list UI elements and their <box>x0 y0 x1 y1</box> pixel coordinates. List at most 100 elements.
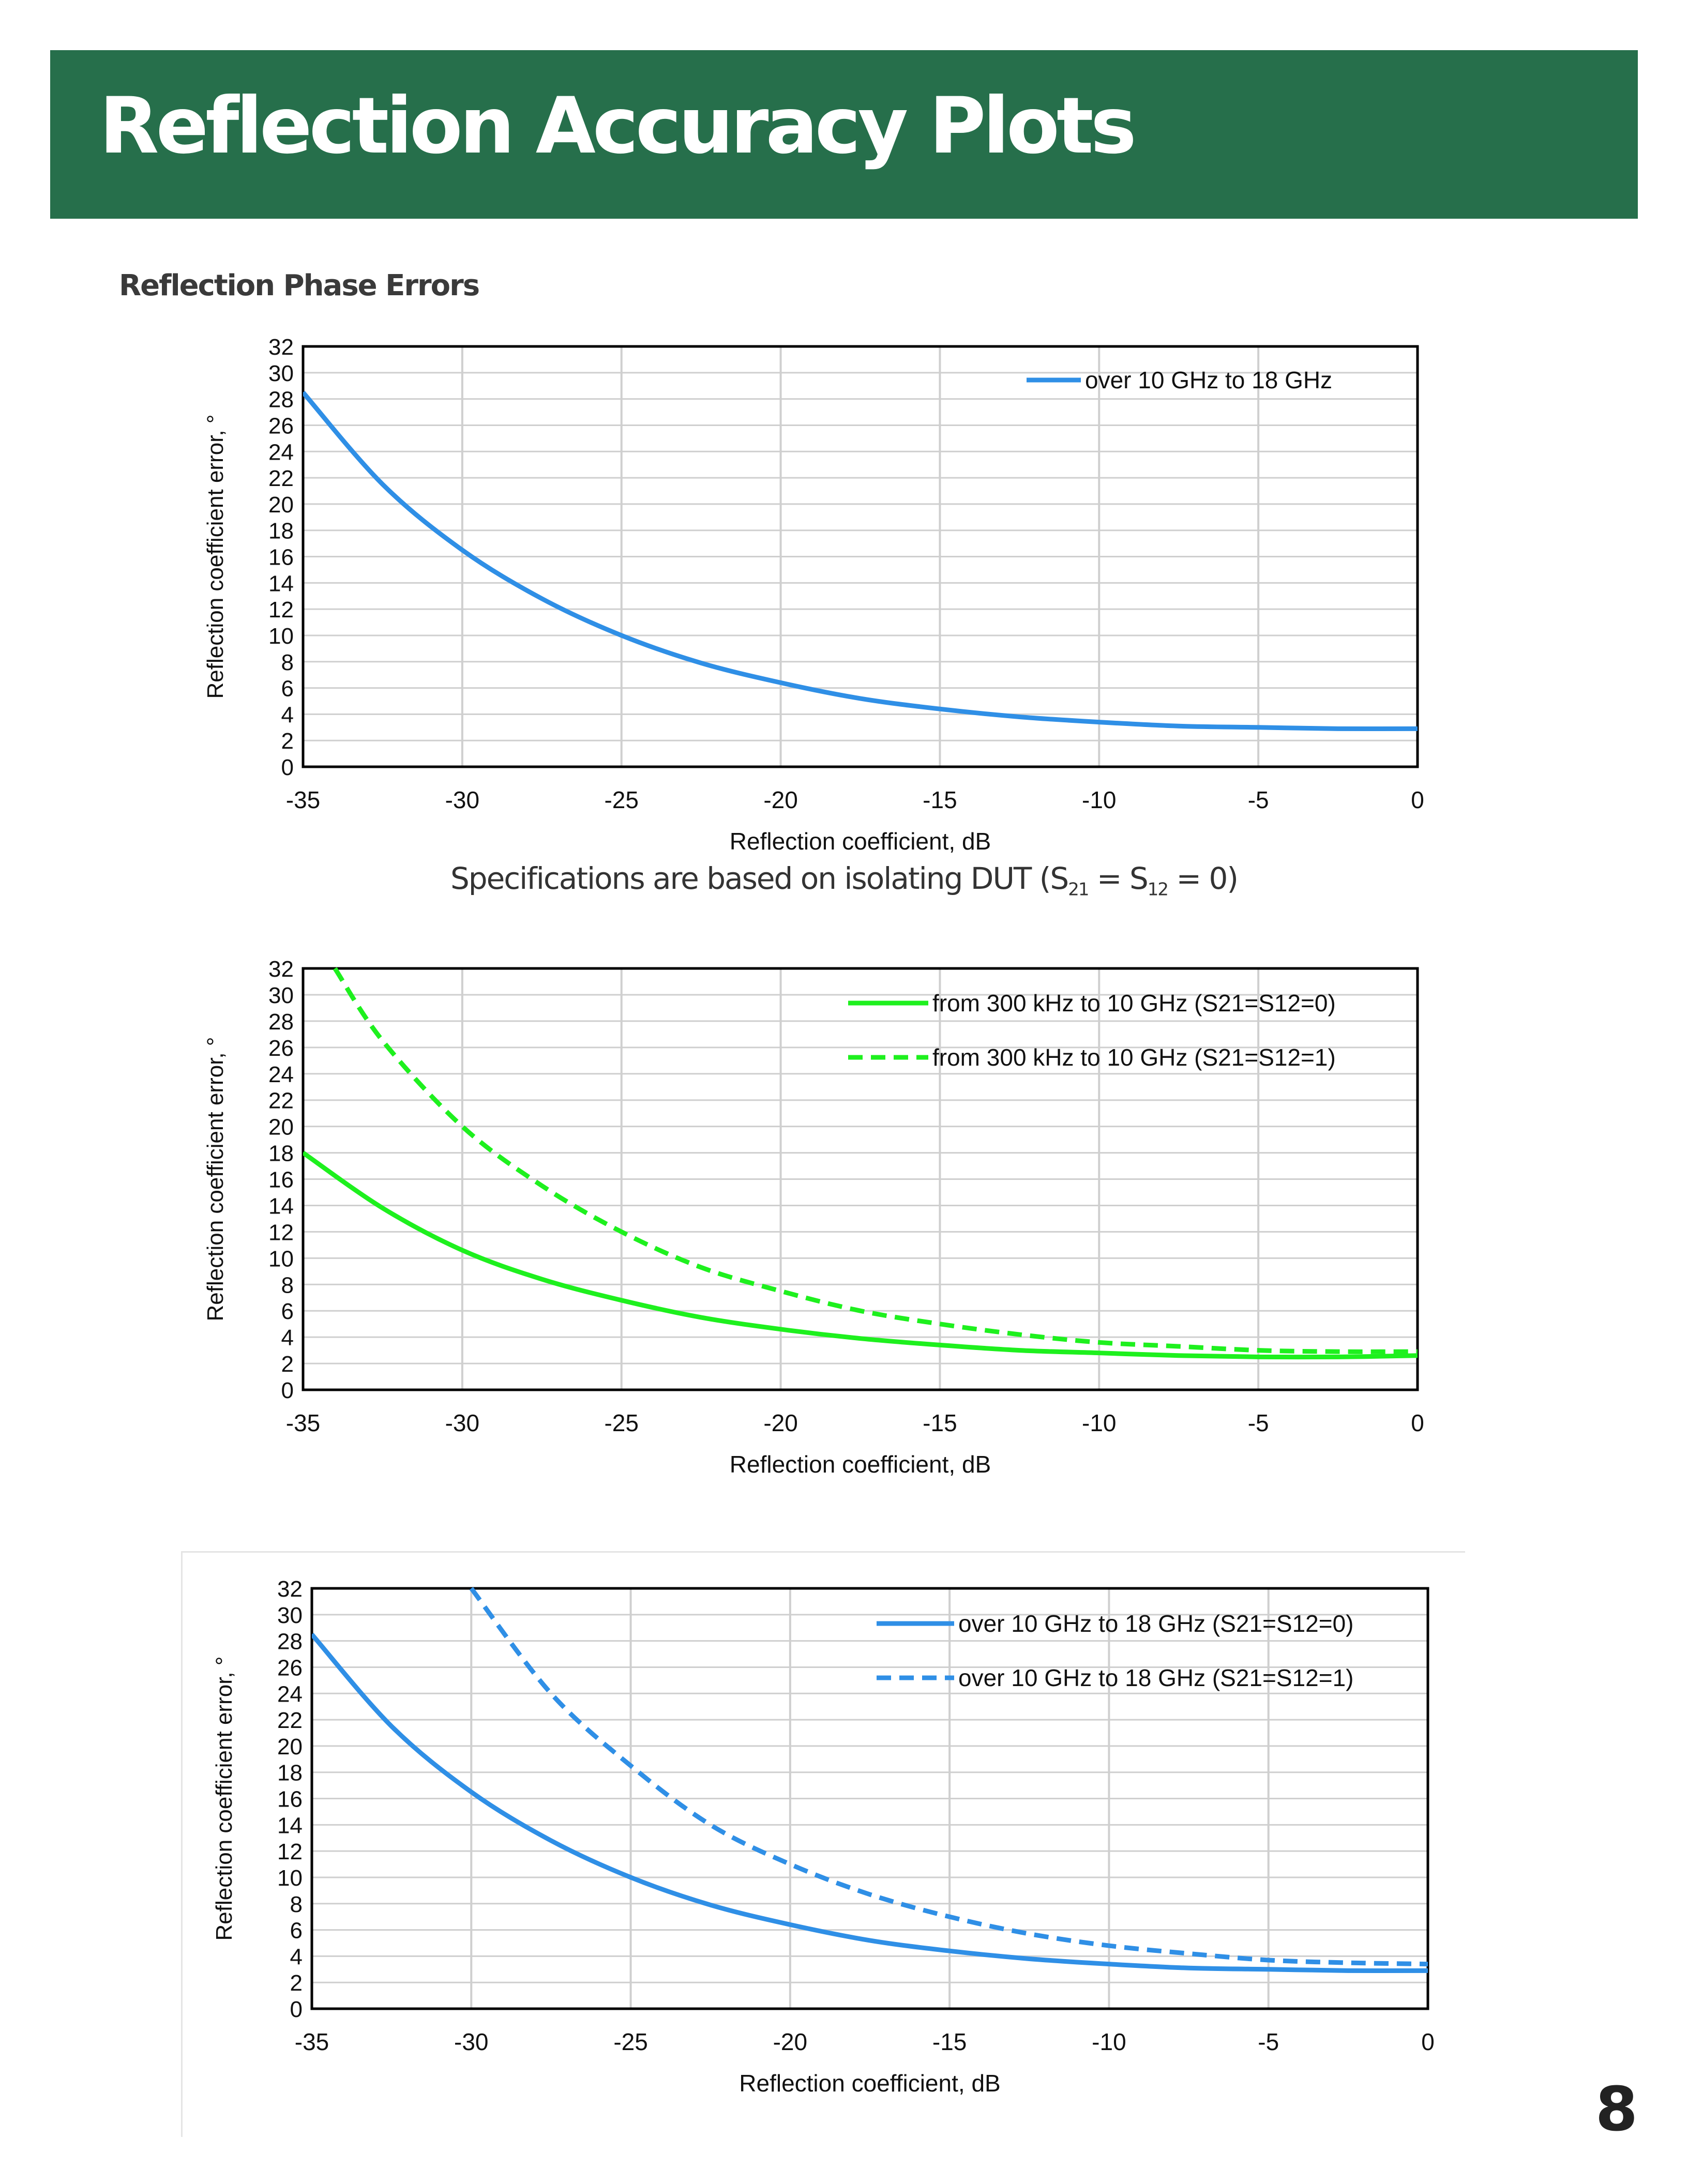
y-axis-label: Reflection coefficient error, ° <box>212 1657 237 1941</box>
page-number: 8 <box>1595 2073 1638 2145</box>
x-axis-label: Reflection coefficient, dB <box>739 2070 1000 2097</box>
x-tick-label: -20 <box>763 786 797 813</box>
y-tick-label: 28 <box>268 387 294 413</box>
y-tick-label: 2 <box>281 729 294 754</box>
y-tick-label: 20 <box>277 1734 303 1760</box>
legend-label-0: from 300 kHz to 10 GHz (S21=S12=0) <box>932 990 1336 1017</box>
x-tick-label: -20 <box>763 1409 797 1436</box>
x-tick-label: -15 <box>923 1409 957 1436</box>
x-tick-label: -30 <box>445 786 479 813</box>
y-tick-label: 2 <box>281 1352 294 1377</box>
y-tick-label: 4 <box>281 702 294 727</box>
x-tick-label: -30 <box>454 2028 488 2055</box>
y-tick-label: 6 <box>281 676 294 702</box>
y-tick-label: 26 <box>277 1655 303 1680</box>
y-axis-label: Reflection coefficient error, ° <box>203 1037 228 1322</box>
x-tick-label: -5 <box>1258 2028 1279 2055</box>
plot-area-border <box>302 967 1419 1391</box>
y-tick-label: 22 <box>268 466 294 491</box>
y-tick-label: 30 <box>268 361 294 386</box>
y-tick-label: 4 <box>281 1325 294 1351</box>
section-title: Reflection Phase Errors <box>119 269 480 302</box>
legend-label-0: over 10 GHz to 18 GHz (S21=S12=0) <box>958 1610 1354 1637</box>
y-tick-label: 28 <box>268 1009 294 1035</box>
y-tick-label: 24 <box>277 1681 303 1707</box>
y-tick-label: 12 <box>268 597 294 623</box>
series-line-1 <box>469 1587 1428 1967</box>
y-tick-label: 16 <box>268 545 294 570</box>
y-tick-label: 26 <box>268 1036 294 1061</box>
y-tick-label: 12 <box>277 1839 303 1864</box>
x-tick-label: -25 <box>604 786 638 813</box>
y-tick-label: 26 <box>268 413 294 438</box>
legend-label-1: over 10 GHz to 18 GHz (S21=S12=1) <box>958 1664 1354 1691</box>
y-tick-label: 14 <box>277 1813 303 1838</box>
y-tick-label: 8 <box>290 1892 303 1917</box>
y-tick-label: 16 <box>277 1787 303 1812</box>
y-tick-label: 4 <box>290 1944 303 1969</box>
page-title: Reflection Accuracy Plots <box>99 81 1137 171</box>
x-tick-label: 0 <box>1411 786 1424 813</box>
y-tick-label: 10 <box>277 1866 303 1891</box>
x-tick-label: -15 <box>923 786 957 813</box>
y-tick-label: 10 <box>268 624 294 649</box>
x-tick-label: -5 <box>1248 1409 1269 1436</box>
y-tick-label: 28 <box>277 1629 303 1655</box>
x-axis-label: Reflection coefficient, dB <box>730 1451 991 1478</box>
y-tick-label: 32 <box>268 957 294 982</box>
y-tick-label: 32 <box>277 1576 303 1602</box>
x-tick-label: -10 <box>1092 2028 1126 2055</box>
y-tick-label: 24 <box>268 439 294 465</box>
x-tick-label: -15 <box>932 2028 967 2055</box>
y-axis-label: Reflection coefficient error, ° <box>203 415 228 699</box>
x-tick-label: -25 <box>613 2028 647 2055</box>
y-tick-label: 18 <box>277 1761 303 1786</box>
x-tick-label: -5 <box>1248 786 1269 813</box>
spec-note: Specifications are based on isolating DU… <box>450 861 1239 900</box>
x-tick-label: -10 <box>1082 786 1116 813</box>
y-tick-label: 18 <box>268 1141 294 1166</box>
plot-area-border <box>302 345 1419 768</box>
y-tick-label: 12 <box>268 1220 294 1245</box>
y-tick-label: 22 <box>268 1088 294 1114</box>
y-tick-label: 20 <box>268 492 294 518</box>
x-tick-label: 0 <box>1411 1409 1424 1436</box>
y-tick-label: 2 <box>290 1970 303 1996</box>
y-tick-label: 22 <box>277 1708 303 1733</box>
legend-label-0: over 10 GHz to 18 GHz <box>1085 367 1332 393</box>
y-tick-label: 14 <box>268 1193 294 1219</box>
y-tick-label: 18 <box>268 519 294 544</box>
series-line-1 <box>333 967 1418 1354</box>
x-tick-label: -35 <box>286 1409 320 1436</box>
y-tick-label: 6 <box>281 1299 294 1324</box>
x-tick-label: -10 <box>1082 1409 1116 1436</box>
series-line-0 <box>303 1150 1418 1360</box>
series-line-0 <box>312 1632 1428 1974</box>
y-tick-label: 30 <box>268 983 294 1008</box>
series-line-0 <box>303 390 1418 732</box>
y-tick-label: 16 <box>268 1167 294 1193</box>
x-tick-label: -35 <box>295 2028 329 2055</box>
chart-frame <box>181 1551 1465 2137</box>
y-tick-label: 10 <box>268 1246 294 1271</box>
x-tick-label: -35 <box>286 786 320 813</box>
legend-label-1: from 300 kHz to 10 GHz (S21=S12=1) <box>932 1044 1336 1071</box>
x-tick-label: -20 <box>773 2028 807 2055</box>
x-tick-label: -30 <box>445 1409 479 1436</box>
y-tick-label: 0 <box>281 1378 294 1403</box>
y-tick-label: 0 <box>290 1997 303 2022</box>
plot-area-border <box>310 1587 1429 2010</box>
y-tick-label: 32 <box>268 335 294 360</box>
y-tick-label: 20 <box>268 1115 294 1140</box>
y-tick-label: 14 <box>268 571 294 596</box>
y-tick-label: 30 <box>277 1603 303 1628</box>
x-tick-label: -25 <box>604 1409 638 1436</box>
y-tick-label: 0 <box>281 755 294 780</box>
page-header: Reflection Accuracy Plots <box>50 50 1638 219</box>
x-axis-label: Reflection coefficient, dB <box>730 828 991 855</box>
y-tick-label: 8 <box>281 1272 294 1298</box>
y-tick-label: 6 <box>290 1918 303 1944</box>
